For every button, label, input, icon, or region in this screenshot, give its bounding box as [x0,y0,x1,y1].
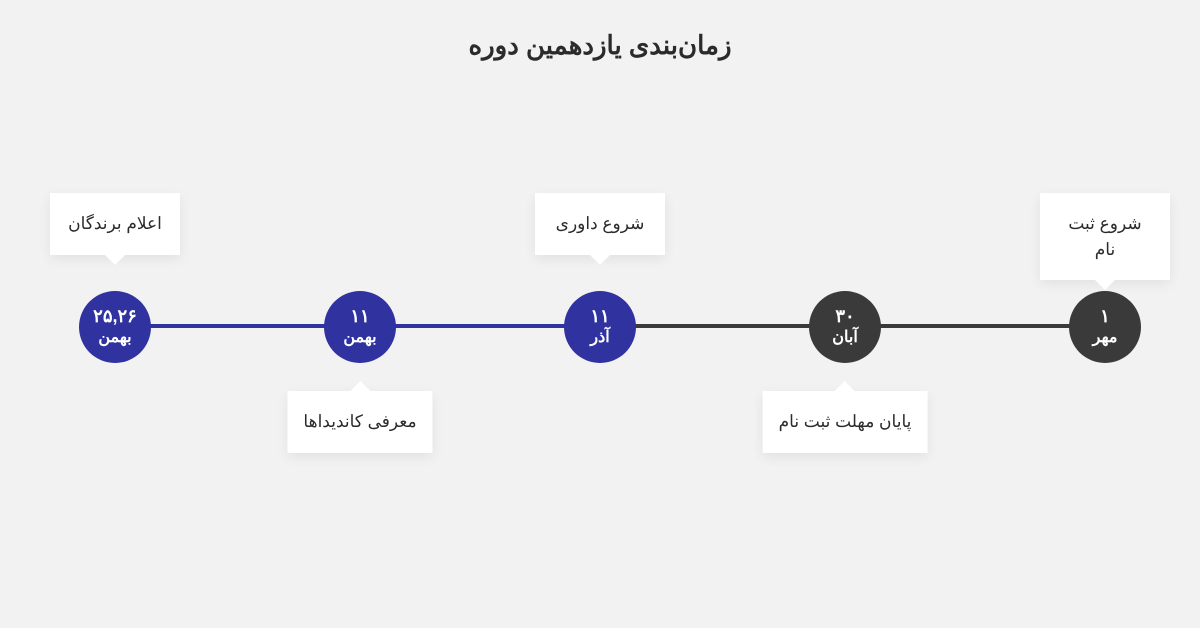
timeline-tooltip: پایان مهلت ثبت نام [763,391,928,453]
node-day: ۱۱ [590,305,609,328]
node-month: مهر [1093,328,1118,349]
node-month: بهمن [98,328,131,349]
timeline-node: ۱۱آذر [564,291,636,363]
timeline-node: ۳۰آبان [809,291,881,363]
node-day: ۳۰ [835,305,854,328]
timeline-node: ۲۵,۲۶بهمن [79,291,151,363]
page-title: زمان‌بندی یازدهمین دوره [0,30,1200,61]
timeline-node: ۱۱بهمن [324,291,396,363]
node-month: بهمن [343,328,376,349]
node-day: ۲۵,۲۶ [93,305,137,328]
node-month: آبان [832,328,858,349]
timeline-container: زمان‌بندی یازدهمین دوره ۱مهر شروع ثبت نام… [0,0,1200,628]
timeline: ۱مهر شروع ثبت نام ۳۰آبان پایان مهلت ثبت نام… [0,121,1200,541]
timeline-node: ۱مهر [1069,291,1141,363]
node-day: ۱ [1100,305,1110,328]
timeline-tooltip: شروع داوری [535,193,665,255]
timeline-segment [845,324,1105,328]
node-day: ۱۱ [350,305,369,328]
timeline-tooltip: شروع ثبت نام [1040,193,1170,280]
timeline-tooltip: اعلام برندگان [50,193,180,255]
timeline-tooltip: معرفی کاندیداها [287,391,432,453]
node-month: آذر [590,328,609,349]
